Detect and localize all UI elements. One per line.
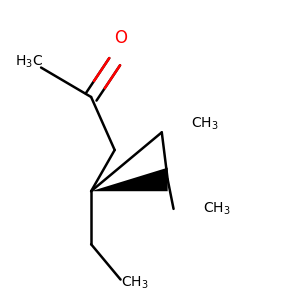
- Polygon shape: [91, 168, 168, 191]
- Text: CH$_3$: CH$_3$: [191, 115, 219, 132]
- Text: H$_3$C: H$_3$C: [15, 53, 43, 70]
- Text: CH$_3$: CH$_3$: [203, 201, 231, 217]
- Text: CH$_3$: CH$_3$: [121, 275, 148, 291]
- Text: O: O: [114, 29, 127, 47]
